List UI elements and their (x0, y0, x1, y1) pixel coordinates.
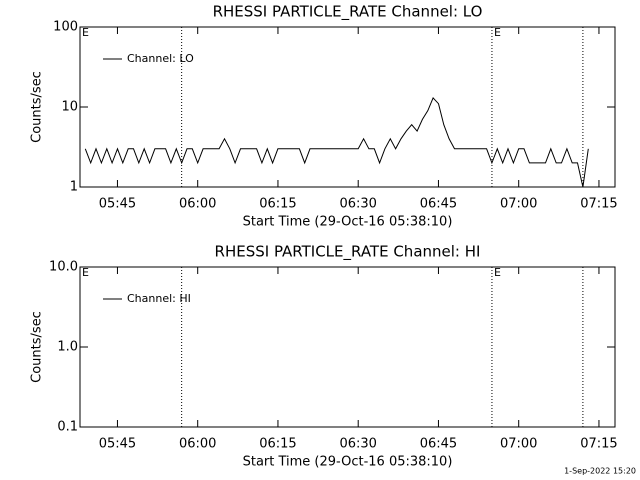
y-tick-label: 1 (70, 180, 78, 195)
data-line (84, 96, 589, 188)
x-tick-label: 06:15 (259, 437, 296, 452)
x-tick-label: 07:00 (500, 197, 537, 212)
x-tick-label: 07:15 (580, 437, 617, 452)
y-axis-label: Counts/sec (30, 311, 45, 383)
x-tick-label: 05:45 (99, 437, 136, 452)
footer: 1-Sep-2022 15:20 (564, 467, 636, 476)
x-axis-label: Start Time (29-Oct-16 05:38:10) (243, 215, 453, 230)
x-tick-label: 07:00 (500, 437, 537, 452)
chart-title: RHESSI PARTICLE_RATE Channel: LO (213, 3, 483, 22)
x-axis-label: Start Time (29-Oct-16 05:38:10) (243, 455, 453, 470)
x-tick-label: 06:00 (179, 197, 216, 212)
x-tick-label: 05:45 (99, 197, 136, 212)
y-tick-label: 100 (53, 20, 78, 35)
x-tick-label: 06:45 (420, 437, 457, 452)
chart-title: RHESSI PARTICLE_RATE Channel: HI (215, 243, 481, 262)
y-tick-label: 10 (61, 100, 78, 115)
legend-label: Channel: LO (127, 52, 194, 65)
y-tick-label: 10.0 (49, 260, 78, 275)
annotation: E (494, 26, 501, 39)
y-axis-label: Counts/sec (30, 71, 45, 143)
x-tick-label: 06:15 (259, 197, 296, 212)
legend-label: Channel: HI (127, 292, 191, 305)
x-tick-label: 06:30 (339, 197, 376, 212)
annotation: E (494, 266, 501, 279)
annotation: E (82, 26, 89, 39)
annotation: E (82, 266, 89, 279)
x-tick-label: 06:00 (179, 437, 216, 452)
y-tick-label: 0.1 (57, 420, 78, 435)
x-tick-label: 07:15 (580, 197, 617, 212)
y-tick-label: 1.0 (57, 340, 78, 355)
x-tick-label: 06:30 (339, 437, 376, 452)
x-tick-label: 06:45 (420, 197, 457, 212)
